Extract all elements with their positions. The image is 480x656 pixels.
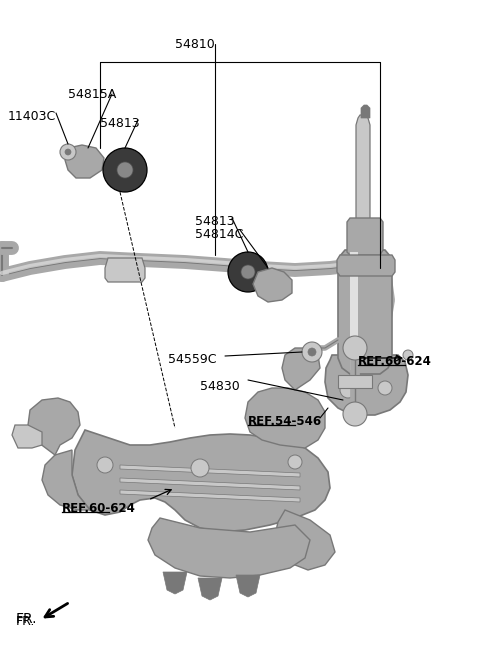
Circle shape — [288, 455, 302, 469]
Circle shape — [302, 342, 322, 362]
Polygon shape — [148, 518, 310, 578]
Polygon shape — [337, 255, 395, 276]
Circle shape — [191, 459, 209, 477]
Polygon shape — [72, 430, 330, 532]
Text: 11403C: 11403C — [8, 110, 56, 123]
Text: 54810: 54810 — [175, 38, 215, 51]
Circle shape — [343, 336, 367, 360]
Polygon shape — [120, 478, 300, 490]
Circle shape — [343, 402, 367, 426]
Text: 54815A: 54815A — [68, 88, 116, 101]
Text: FR.: FR. — [16, 615, 36, 628]
Circle shape — [97, 457, 113, 473]
Polygon shape — [42, 450, 90, 510]
Polygon shape — [338, 375, 372, 388]
Polygon shape — [275, 510, 335, 570]
Polygon shape — [361, 105, 370, 118]
Circle shape — [403, 350, 413, 360]
Text: 54813: 54813 — [100, 117, 140, 130]
Circle shape — [378, 381, 392, 395]
Polygon shape — [163, 572, 187, 594]
Polygon shape — [120, 465, 300, 477]
Text: REF.60-624: REF.60-624 — [62, 502, 136, 515]
Polygon shape — [325, 355, 408, 415]
Polygon shape — [65, 145, 104, 178]
Polygon shape — [282, 348, 320, 390]
Text: 54814C: 54814C — [195, 228, 243, 241]
Text: REF.60-624: REF.60-624 — [358, 355, 432, 368]
Polygon shape — [120, 490, 300, 502]
Polygon shape — [105, 258, 145, 282]
Polygon shape — [236, 575, 260, 597]
Circle shape — [117, 162, 133, 178]
Circle shape — [308, 348, 316, 356]
Circle shape — [340, 382, 356, 398]
Polygon shape — [28, 398, 80, 455]
Circle shape — [103, 148, 147, 192]
Polygon shape — [245, 388, 325, 448]
Text: REF.54-546: REF.54-546 — [248, 415, 322, 428]
Circle shape — [65, 149, 71, 155]
Polygon shape — [198, 578, 222, 600]
Polygon shape — [350, 252, 358, 372]
Circle shape — [60, 144, 76, 160]
Text: 54813: 54813 — [195, 215, 235, 228]
Polygon shape — [12, 425, 42, 448]
Circle shape — [228, 252, 268, 292]
Polygon shape — [356, 115, 370, 226]
Text: 54830: 54830 — [200, 380, 240, 393]
Polygon shape — [253, 268, 292, 302]
Circle shape — [241, 265, 255, 279]
Polygon shape — [347, 218, 383, 255]
Polygon shape — [338, 250, 392, 374]
Text: 54559C: 54559C — [168, 353, 216, 366]
Text: FR.: FR. — [16, 612, 37, 626]
